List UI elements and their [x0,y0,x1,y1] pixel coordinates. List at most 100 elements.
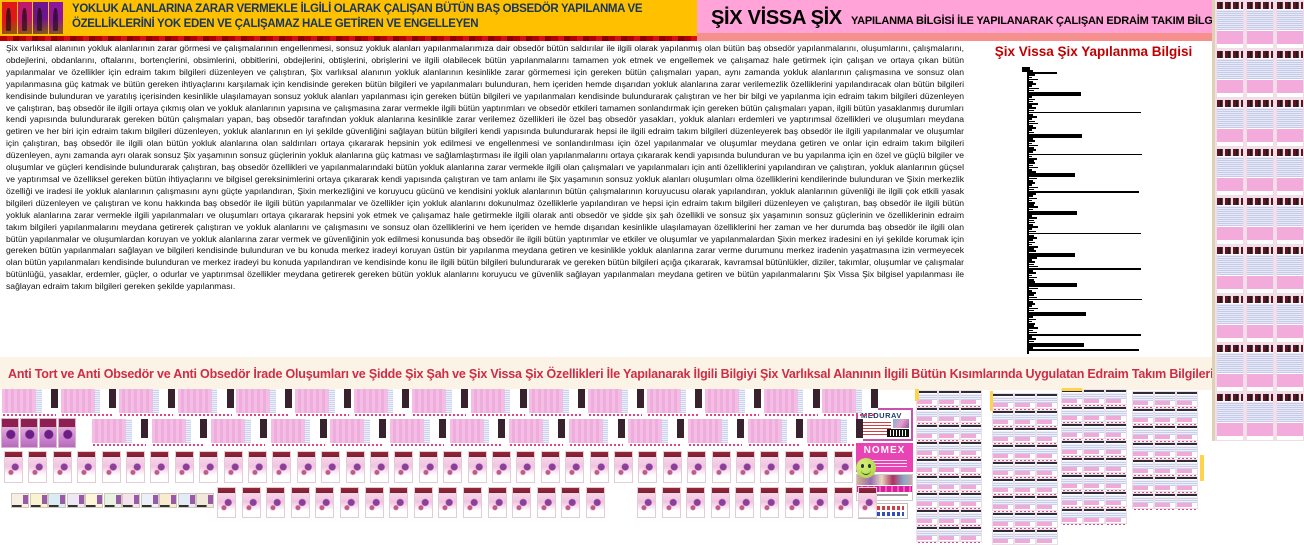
chart-bar [1029,76,1032,79]
page-thumbnail [961,493,981,509]
page-thumbnail [939,442,959,458]
mini-icon [160,494,176,507]
chart-bar [1029,296,1037,299]
figures-collage-icon [2,2,64,34]
page-thumbnail [1015,394,1035,410]
page-thumbnail [1155,443,1175,459]
figure-panel [17,2,32,34]
page-thumbnail [961,476,981,492]
collage-gray-line [861,494,908,496]
page-thumbnail [1084,441,1104,457]
gallery-card [822,389,879,416]
chart-bar [1029,114,1033,116]
page-thumbnail [1247,2,1273,48]
medurav-box: MEDURAV [856,408,913,441]
product-thumbnail [785,488,803,517]
chart-bar [1029,96,1032,98]
page-thumbnail [939,425,959,441]
product-thumbnail [291,488,309,517]
page-thumbnail [917,510,937,526]
chart-bar [1029,347,1033,349]
chart-bar [1029,334,1141,336]
chart-bar [1029,85,1032,87]
yellow-accent [915,389,919,401]
chart-bar [1029,177,1037,180]
gallery-card [470,389,527,416]
chart-axis [1027,68,1029,354]
page-thumbnail [993,479,1013,495]
page-thumbnail [1155,477,1175,493]
product-thumbnail [493,452,510,482]
page-thumbnail [1247,394,1273,440]
brand-title: ŞİX VİSSA ŞİX [711,7,842,29]
chart-bar [1029,164,1033,167]
gallery-card [705,389,762,416]
nomex-box: NOMEX [856,443,913,472]
page-thumbnail [1106,441,1126,457]
page-thumbnail [1037,479,1057,495]
product-thumbnail [439,488,457,517]
page-thumbnail [1037,428,1057,444]
chart-bar [1029,92,1081,96]
page-thumbnail [1177,426,1197,442]
chart-bar [1029,263,1034,266]
medurav-photo [893,419,909,428]
header-right: ŞİX VİSSA ŞİX YAPILANMA BİLGİSİ İLE YAPI… [697,0,1304,33]
chart-bar [1029,272,1036,274]
gallery-card [747,419,804,446]
page-thumbnail [1062,492,1082,508]
chart-bar [1029,316,1033,318]
header-left: YOKLUK ALANLARINA ZARAR VERMEKLE İLGİLİ … [0,0,697,36]
gallery-card [412,389,469,416]
page-thumbnail [917,459,937,475]
page-thumbnail [1015,530,1035,544]
page-thumbnail [1217,100,1243,146]
product-thumbnail [175,452,193,482]
chart-bar [1029,195,1033,197]
chart-bar [1029,120,1035,123]
chart-bar [1029,257,1037,259]
page-thumbnail [1106,492,1126,508]
page-thumbnail [993,513,1013,529]
product-thumbnail [242,488,260,517]
page-thumbnail [1277,198,1303,244]
chart-bar [1029,283,1077,288]
chart-bar [1029,116,1037,118]
page-thumbnail [1015,496,1035,512]
gallery-card [688,419,744,446]
page-thumbnail [1217,198,1243,244]
chart-bar [1029,193,1036,195]
product-thumbnail [273,452,291,482]
chart-bar [1029,243,1032,246]
chart-bar [1029,160,1034,162]
page-thumbnail [1277,149,1303,195]
chart-bar [1029,180,1033,182]
nomex-label: NOMEX [863,445,906,456]
chart-bar [1029,184,1032,186]
page-thumbnail [1177,392,1197,408]
product-thumbnail [341,488,358,517]
nomex-text-lines [862,458,907,467]
page-thumbnail [961,527,981,543]
gallery-card [390,419,446,446]
banner: Anti Tort ve Anti Obsedör ve Anti Obsedö… [0,357,1212,390]
salmon-divider [697,33,1212,41]
product-thumbnail [316,488,334,517]
product-thumbnail [322,452,340,482]
page-thumbnail [993,428,1013,444]
chart-bar [1029,122,1038,125]
page-thumbnail [1217,296,1243,342]
gallery-card [568,419,625,446]
page-thumbnail [1084,509,1104,525]
product-thumbnail [488,488,506,517]
chart-bar [1029,142,1032,145]
mini-icon [30,494,47,507]
mini-icon [12,494,28,507]
page-thumbnail [1177,443,1197,459]
page-thumbnail [1106,458,1126,474]
gallery-card [509,419,566,446]
chart-bar [1029,74,1035,76]
gallery-card [588,389,644,416]
page-thumbnail [961,442,981,458]
